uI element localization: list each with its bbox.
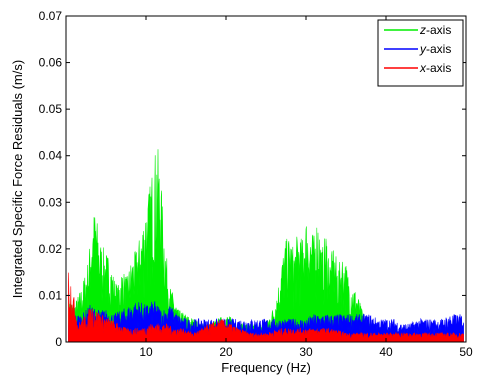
x-axis-label: Frequency (Hz): [221, 360, 311, 375]
x-tick-label: 10: [139, 345, 153, 359]
x-axis: 10 20 30 40 50: [139, 16, 473, 359]
x-tick-label: 40: [379, 345, 393, 359]
y-tick-label: 0.03: [39, 195, 63, 209]
y-tick-label: 0.05: [39, 102, 63, 116]
series-layer: [68, 149, 464, 342]
y-tick-label: 0.01: [39, 288, 63, 302]
y-tick-label: 0.07: [39, 9, 63, 23]
x-tick-label: 20: [219, 345, 233, 359]
legend-label: z-axis: [419, 23, 451, 37]
y-tick-label: 0: [55, 335, 62, 349]
y-tick-label: 0.06: [39, 56, 63, 70]
y-axis-label: Integrated Specific Force Residuals (m/s…: [10, 60, 25, 298]
y-tick-label: 0.02: [39, 242, 63, 256]
plot-frame: [65, 15, 467, 343]
y-tick-label: 0.04: [39, 149, 63, 163]
x-tick-label: 30: [299, 345, 313, 359]
y-axis: 0 0.01 0.02 0.03 0.04 0.05 0.06 0.07: [39, 9, 466, 349]
legend: z-axis y-axis x-axis: [377, 19, 464, 87]
series-x-axis: [68, 272, 464, 342]
x-tick-label: 50: [459, 345, 473, 359]
legend-box: [377, 19, 464, 87]
legend-label: y-axis: [419, 42, 451, 56]
legend-label: x-axis: [419, 61, 451, 75]
